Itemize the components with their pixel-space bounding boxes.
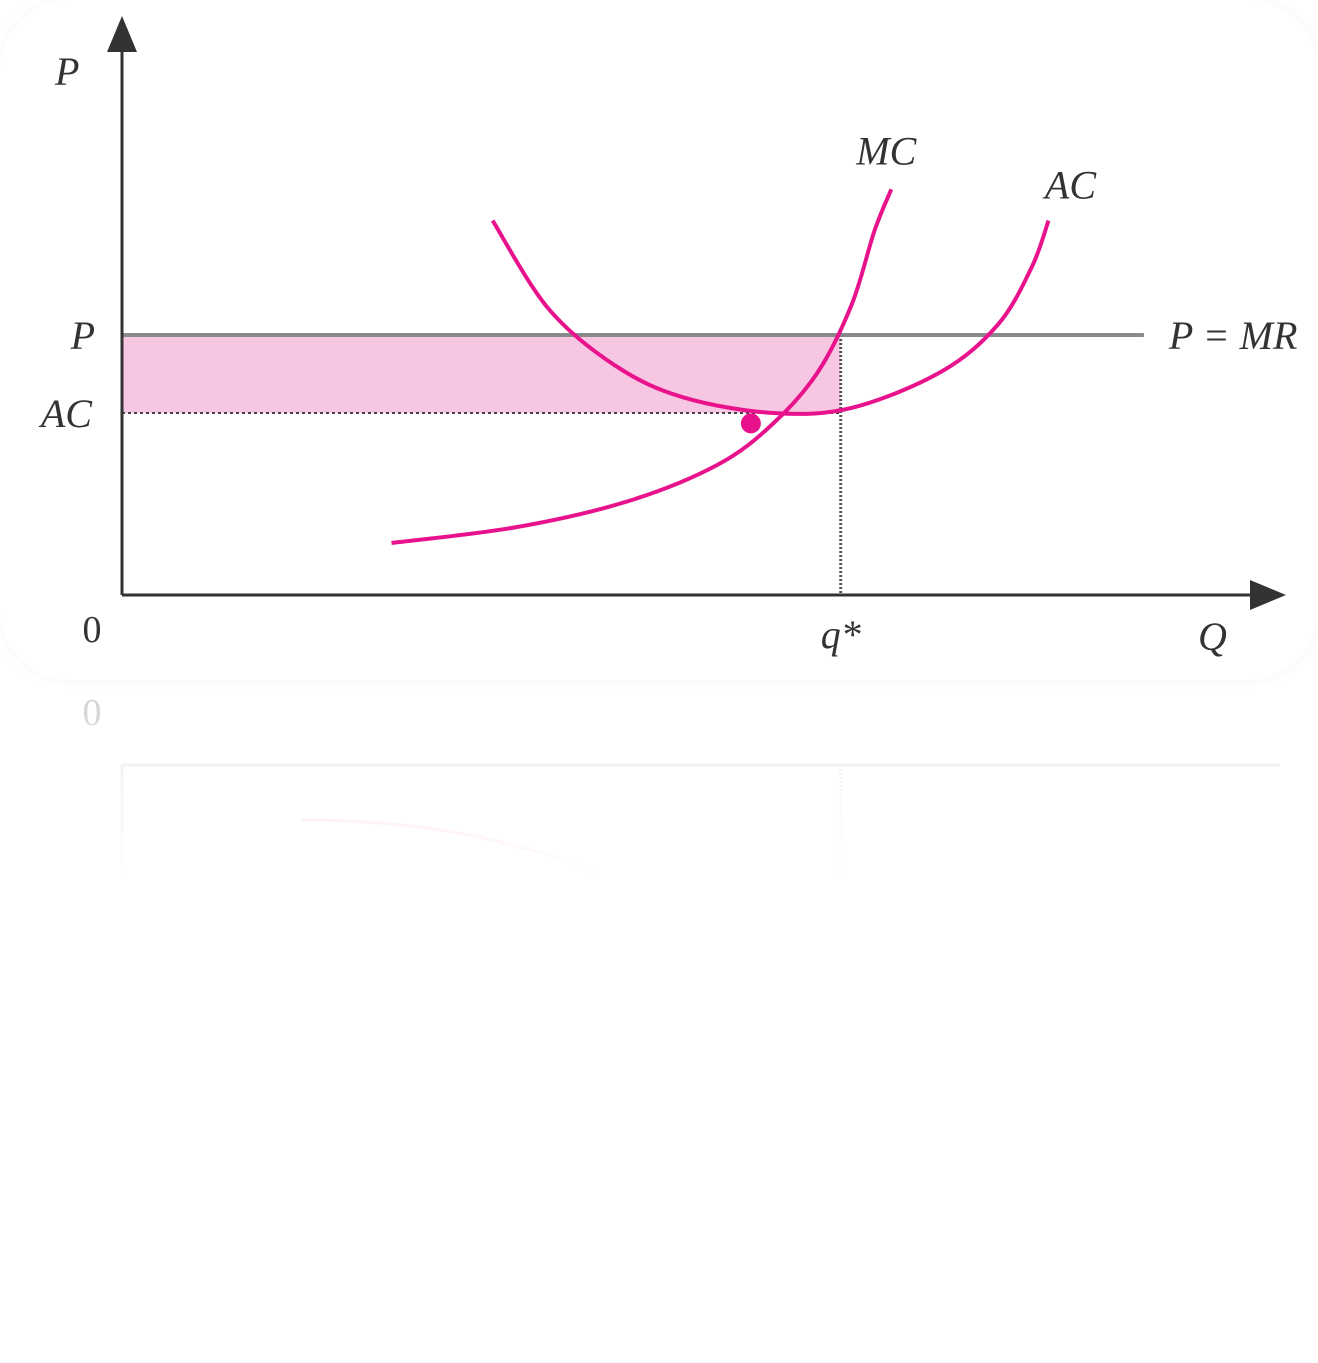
chart-card: P Q 0 q* P AC MC AC P = MR bbox=[0, 0, 1318, 680]
plot-layer bbox=[107, 16, 1286, 610]
mc-ac-intersection-point bbox=[740, 413, 761, 434]
q-star-tick-label: q* bbox=[821, 612, 861, 657]
price-mr-series-label: P = MR bbox=[1168, 313, 1297, 358]
y-axis-label: P bbox=[54, 49, 79, 94]
mc-curve bbox=[391, 188, 894, 545]
reflection-origin-label: 0 bbox=[83, 692, 102, 734]
ac-series-label: AC bbox=[1042, 163, 1097, 208]
reflection-graphic: 0 bbox=[83, 692, 1280, 880]
profit-region bbox=[122, 335, 841, 413]
mc-series-label: MC bbox=[855, 128, 917, 173]
profit-chart: P Q 0 q* P AC MC AC P = MR bbox=[38, 16, 1298, 659]
price-tick-label: P bbox=[70, 313, 95, 358]
reflection-mc-curve bbox=[301, 818, 601, 877]
x-axis-label: Q bbox=[1198, 614, 1227, 659]
ac-curve bbox=[490, 219, 1051, 416]
chart-reflection: 0 bbox=[0, 680, 1318, 880]
label-layer: P Q 0 q* P AC MC AC P = MR bbox=[38, 49, 1298, 659]
origin-label: 0 bbox=[83, 609, 102, 651]
average-cost-tick-label: AC bbox=[38, 391, 93, 436]
